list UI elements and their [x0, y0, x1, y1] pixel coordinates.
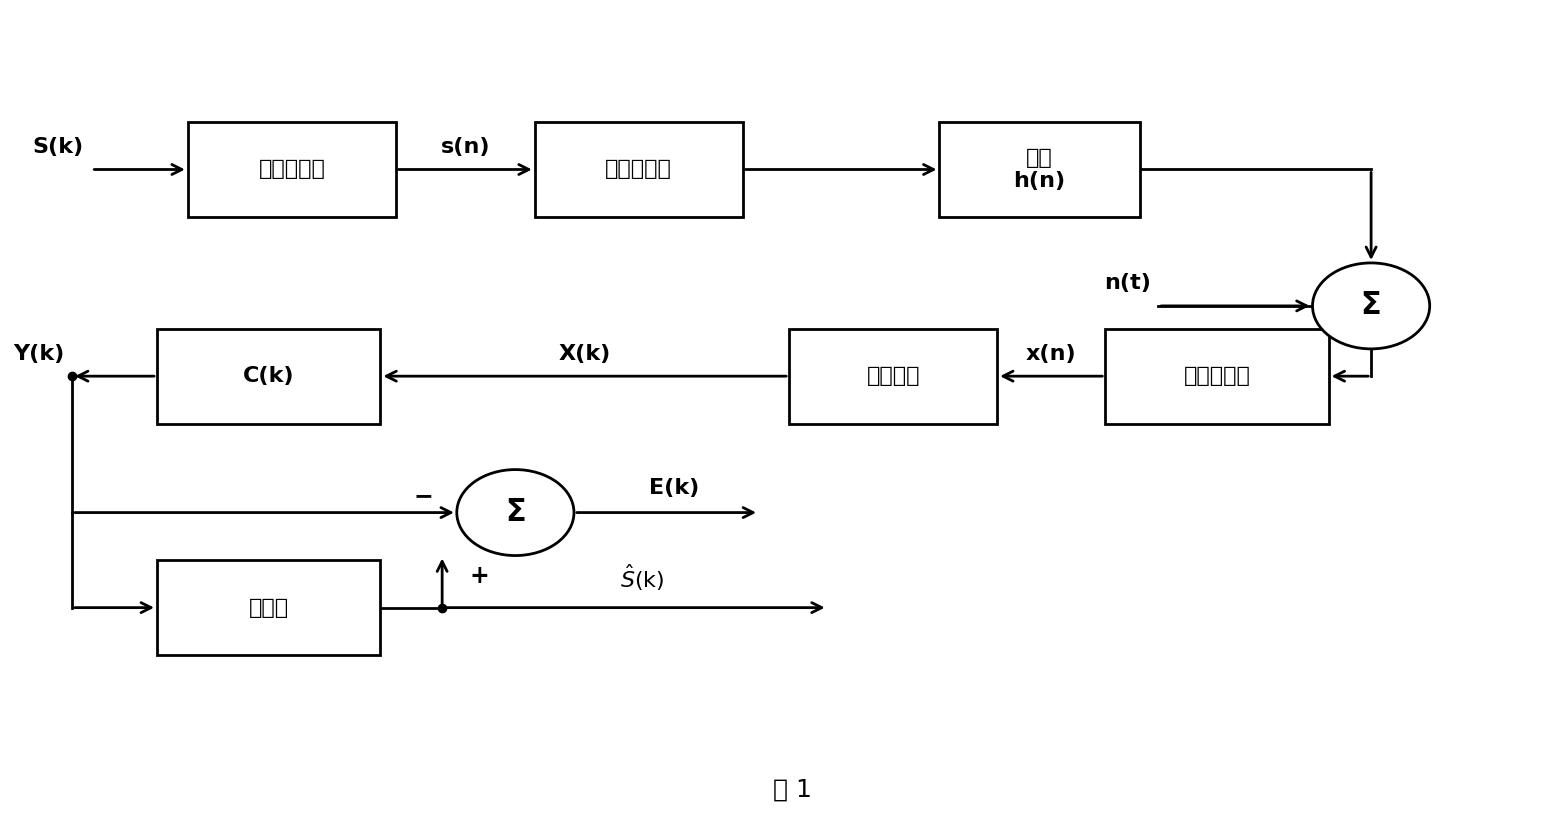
Text: E(k): E(k): [649, 478, 699, 498]
Bar: [188, 122, 395, 217]
Bar: [1105, 329, 1328, 423]
Text: 傅氏逆变换: 傅氏逆变换: [259, 159, 325, 180]
Text: 去循环前缀: 去循环前缀: [1184, 367, 1250, 386]
Text: Y(k): Y(k): [13, 344, 64, 364]
Text: S(k): S(k): [33, 137, 83, 157]
Bar: [789, 329, 997, 423]
Text: n(t): n(t): [1104, 274, 1151, 293]
Text: +: +: [470, 564, 489, 588]
Bar: [157, 329, 381, 423]
Text: $\hat{S}$(k): $\hat{S}$(k): [621, 562, 665, 593]
Text: 加循环前缀: 加循环前缀: [605, 159, 673, 180]
Bar: [535, 122, 743, 217]
Text: Σ: Σ: [505, 498, 525, 527]
Bar: [939, 122, 1140, 217]
Text: C(k): C(k): [243, 367, 295, 386]
Ellipse shape: [456, 469, 574, 555]
Text: 图 1: 图 1: [773, 777, 812, 802]
Bar: [157, 560, 381, 655]
Text: s(n): s(n): [441, 137, 491, 157]
Ellipse shape: [1312, 263, 1430, 349]
Text: X(k): X(k): [558, 344, 612, 364]
Text: Σ: Σ: [1361, 291, 1381, 321]
Text: 判决器: 判决器: [249, 598, 289, 618]
Text: 傅氏变换: 傅氏变换: [867, 367, 920, 386]
Text: 信道
h(n): 信道 h(n): [1013, 148, 1066, 191]
Text: x(n): x(n): [1025, 344, 1077, 364]
Text: −: −: [414, 484, 434, 508]
